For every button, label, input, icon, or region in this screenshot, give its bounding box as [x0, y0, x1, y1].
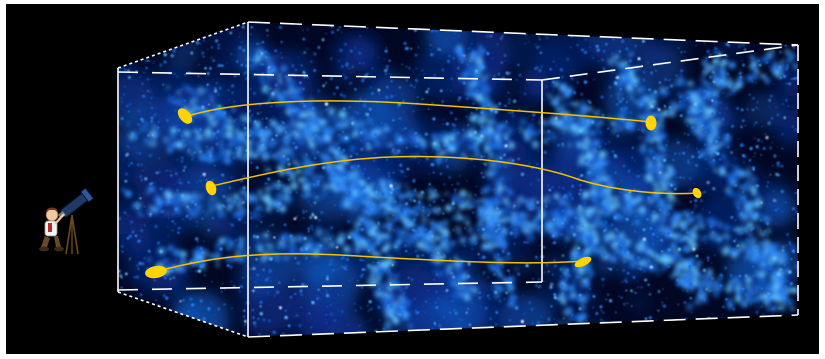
light-paths [157, 100, 698, 272]
frame-top-near-edge [117, 21, 249, 69]
galaxies [145, 108, 702, 279]
galaxy-upper-far [645, 115, 657, 131]
frame-mid-slice-top [541, 44, 799, 81]
frame-bottom-near-edge [117, 291, 249, 338]
galaxy-middle-near [205, 180, 217, 196]
light-path-upper [187, 100, 652, 123]
galaxy-lower-far [574, 256, 592, 268]
frame-inner-bottom-dash [117, 281, 543, 291]
survey-volume-frame [117, 21, 799, 338]
galaxy-upper-near [177, 108, 193, 124]
frame-inner-top-dash [117, 71, 543, 81]
light-path-lower [157, 252, 584, 272]
galaxy-middle-far [692, 187, 702, 199]
light-path-middle [211, 155, 698, 195]
cosmic-web-volume [118, 22, 798, 337]
frame-bottom-far-edge [247, 314, 799, 338]
frame-top-far-edge [247, 21, 799, 46]
galaxy-lower-near [145, 265, 167, 279]
astronomer-with-telescope-icon [39, 188, 94, 255]
